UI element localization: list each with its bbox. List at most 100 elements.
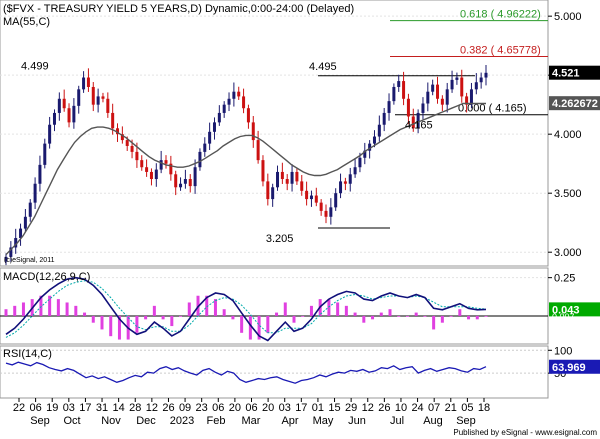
candle-body xyxy=(67,108,71,123)
candle-body xyxy=(246,108,250,123)
candle-body xyxy=(329,207,333,217)
time-tick-label: 17 xyxy=(79,402,91,414)
candle-body xyxy=(431,84,435,92)
candlestick-series xyxy=(4,65,488,266)
candle-body xyxy=(28,202,32,217)
price-tick-label: 5.000 xyxy=(554,11,582,23)
time-month-label: May xyxy=(313,415,334,427)
candle-body xyxy=(280,171,284,180)
time-month-label: Dec xyxy=(136,415,156,427)
macd-gridlines xyxy=(0,277,548,317)
macd-signal-last-label: 0.007 xyxy=(552,312,575,322)
candle-body xyxy=(334,193,338,208)
macd-histogram-bar xyxy=(109,315,113,337)
candle-body xyxy=(319,202,323,211)
time-month-label: Apr xyxy=(281,415,298,427)
macd-histogram-bar xyxy=(327,299,331,316)
candle-body xyxy=(261,160,265,182)
candle-body xyxy=(169,163,173,175)
candle-body xyxy=(91,86,95,105)
time-tick-label: 10 xyxy=(395,402,407,414)
candle-body xyxy=(14,238,18,248)
time-month-label: Jun xyxy=(348,415,366,427)
time-tick-label: 03 xyxy=(279,402,291,414)
time-tick-label: 01 xyxy=(312,402,324,414)
macd-histogram-bar xyxy=(423,315,427,317)
candle-body xyxy=(305,190,309,200)
candle-body xyxy=(392,86,396,102)
candle-body xyxy=(416,112,420,129)
candle-body xyxy=(372,136,376,144)
macd-histogram-bar xyxy=(21,302,25,316)
time-tick-label: 09 xyxy=(179,402,191,414)
fib-level-label: 0.382 ( 4.65778) xyxy=(460,45,541,57)
macd-last-label-box xyxy=(549,302,600,317)
candle-body xyxy=(474,82,478,90)
price-tick-label: 4.000 xyxy=(554,129,582,141)
candle-body xyxy=(149,171,153,180)
macd-histogram-bar xyxy=(309,305,313,316)
macd-histogram-bar xyxy=(292,315,296,323)
last-price-label-box xyxy=(549,65,600,80)
rsi-line xyxy=(5,361,487,384)
candle-body xyxy=(140,160,144,168)
macd-histogram-bar xyxy=(458,309,462,316)
candle-body xyxy=(368,143,372,151)
rsi-last-label: 63.969 xyxy=(552,362,586,374)
ma-legend: MA(55,C) xyxy=(3,16,50,28)
macd-legend: MACD(12,26,9,C) xyxy=(3,271,90,283)
time-month-label: Nov xyxy=(101,415,121,427)
candle-body xyxy=(339,181,343,194)
candle-body xyxy=(484,72,488,78)
candle-body xyxy=(387,101,391,113)
time-month-label: Mar xyxy=(242,415,261,427)
macd-histogram-bar xyxy=(170,315,174,327)
chart-title: ($FVX - TREASURY YIELD 5 YEARS,D) Dynami… xyxy=(3,3,354,15)
rsi-gridlines xyxy=(0,349,548,374)
candle-body xyxy=(48,124,52,144)
macd-histogram-bar xyxy=(266,315,270,333)
macd-histogram-bar xyxy=(65,302,69,316)
macd-histogram-bar xyxy=(222,309,226,316)
candle-body xyxy=(179,183,183,188)
macd-histogram-bar xyxy=(397,315,401,317)
candle-body xyxy=(358,157,362,168)
candle-body xyxy=(445,89,449,105)
candle-body xyxy=(440,98,444,105)
time-month-label: 2023 xyxy=(170,415,194,427)
candle-body xyxy=(402,81,406,99)
time-tick-label: 17 xyxy=(295,402,307,414)
candle-body xyxy=(154,169,158,180)
macd-histogram-bar xyxy=(467,315,471,320)
candle-body xyxy=(19,228,23,239)
macd-histogram-bar xyxy=(4,309,8,316)
macd-histogram-bar xyxy=(83,312,87,316)
time-month-label: Aug xyxy=(423,415,443,427)
candle-body xyxy=(145,167,149,172)
candle-body xyxy=(208,131,212,144)
candle-body xyxy=(406,98,410,117)
candle-body xyxy=(111,112,115,129)
macd-histogram-bar xyxy=(205,295,209,316)
candle-body xyxy=(309,195,313,200)
candle-body xyxy=(174,174,178,188)
candle-body xyxy=(232,91,236,99)
time-tick-label: 06 xyxy=(245,402,257,414)
candle-body xyxy=(193,167,197,187)
candle-body xyxy=(116,128,120,135)
candle-body xyxy=(198,151,202,168)
candle-body xyxy=(203,143,207,152)
candle-body xyxy=(324,210,328,217)
time-tick-label: 12 xyxy=(146,402,158,414)
candle-body xyxy=(222,104,226,113)
candle-body xyxy=(450,79,454,90)
candle-body xyxy=(62,98,66,109)
rsi-panel: RSI(14,C) xyxy=(0,345,549,399)
time-tick-label: 12 xyxy=(362,402,374,414)
macd-histogram-bar xyxy=(135,315,139,333)
time-tick-label: 03 xyxy=(63,402,75,414)
macd-histogram-bar xyxy=(39,295,43,316)
fib-level-label: 0.000 ( 4.165) xyxy=(458,103,527,115)
